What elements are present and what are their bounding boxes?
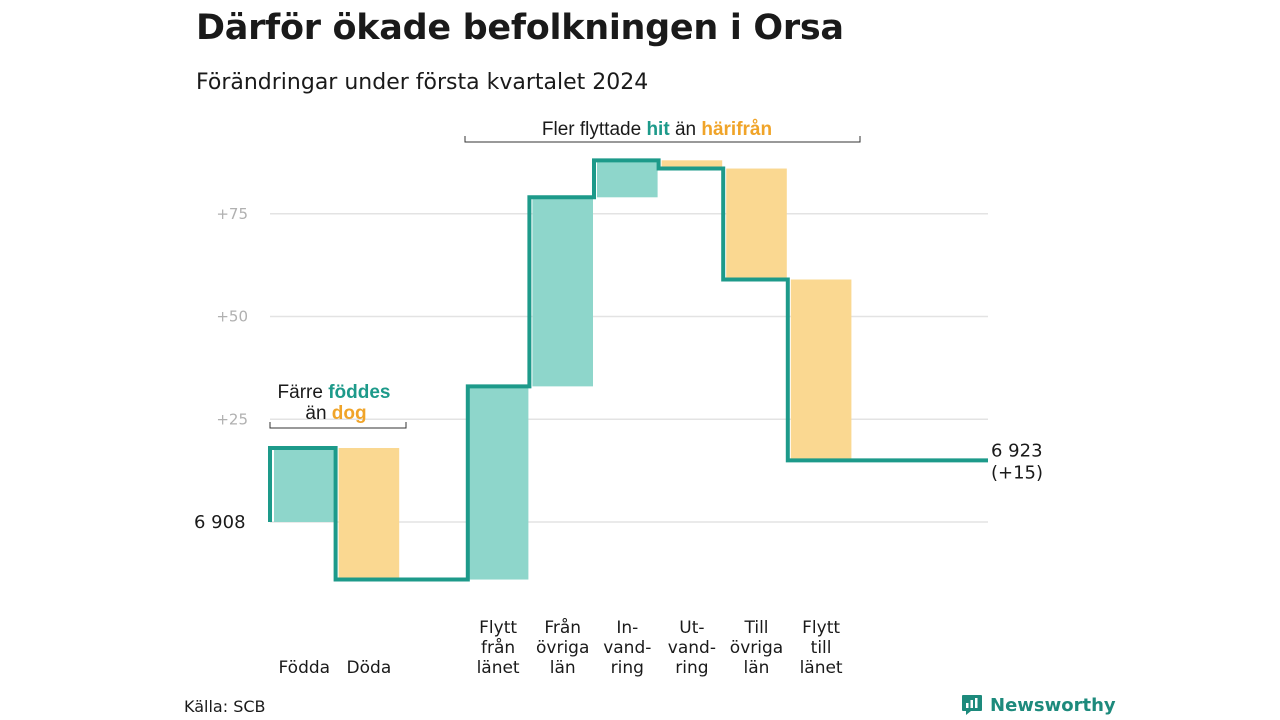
migration-annotation: Fler flyttade hit än härifrån xyxy=(464,119,861,143)
end-change-label: (+15) xyxy=(991,462,1043,483)
chart-subtitle: Förändringar under första kvartalet 2024 xyxy=(196,70,649,95)
newsworthy-icon xyxy=(962,695,982,715)
births-bracket xyxy=(269,422,407,429)
y-tick-label: +75 xyxy=(216,205,248,223)
x-category-label: Flytt till länet xyxy=(800,618,843,678)
births-annotation: Färre föddes än dog xyxy=(269,382,407,429)
waterfall-bar xyxy=(597,160,658,198)
y-tick-label: +50 xyxy=(216,308,248,326)
x-category-label: Födda xyxy=(279,658,331,678)
brand-logo: Newsworthy xyxy=(960,693,1116,717)
waterfall-bar xyxy=(726,168,787,280)
x-category-label: Döda xyxy=(347,658,392,678)
end-value-label: 6 923 xyxy=(991,440,1043,461)
waterfall-chart: +25 +50 +75 Födda Döda Flytt från länet Från övr… xyxy=(194,119,1043,678)
y-tick-label: +25 xyxy=(216,410,248,428)
x-category-label: In-vand-ring xyxy=(603,618,651,678)
waterfall-bar xyxy=(532,197,593,387)
waterfall-bar xyxy=(274,448,335,522)
waterfall-bar xyxy=(467,386,529,580)
start-value-label: 6 908 xyxy=(194,512,246,533)
x-category-label: Flytt från länet xyxy=(477,618,520,678)
migration-bracket xyxy=(464,136,861,143)
migration-annotation-text: Fler flyttade hit än härifrån xyxy=(542,119,772,140)
cumulative-step-line xyxy=(268,158,988,582)
waterfall-bar xyxy=(338,448,400,580)
brand-name: Newsworthy xyxy=(990,694,1116,716)
source-note: Källa: SCB xyxy=(184,697,266,716)
births-annotation-line2: än dog xyxy=(305,403,366,424)
waterfall-bar xyxy=(661,160,723,169)
x-category-label: Ut-vand-ring xyxy=(668,618,716,678)
waterfall-bar xyxy=(790,279,852,461)
chart-title: Därför ökade befolkningen i Orsa xyxy=(196,8,844,48)
births-annotation-line1: Färre föddes xyxy=(278,382,391,403)
x-category-label: Från övriga län xyxy=(536,617,589,678)
x-category-label: Till övriga län xyxy=(730,618,783,678)
